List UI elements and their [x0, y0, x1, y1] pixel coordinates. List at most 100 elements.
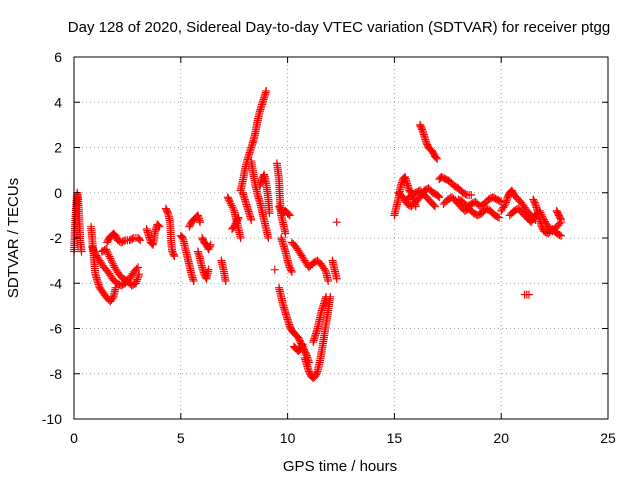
- data-point: [229, 205, 238, 214]
- data-point: [225, 197, 234, 206]
- data-point: [287, 267, 296, 276]
- data-point: [135, 235, 144, 244]
- axis-ticks: 0 5 10 15 20 25 -10 -8 -6 -4 -2 0 2 4 6: [42, 49, 616, 446]
- data-point: [108, 294, 117, 303]
- data-point: [89, 246, 98, 255]
- data-point: [132, 277, 141, 286]
- data-point: [77, 247, 86, 256]
- x-tick-label: 25: [600, 430, 616, 446]
- y-tick-label: -8: [50, 366, 63, 382]
- data-point: [90, 248, 99, 257]
- data-point: [155, 222, 164, 231]
- data-point: [103, 248, 112, 257]
- data-point: [228, 203, 237, 212]
- data-point: [262, 86, 271, 95]
- x-tick-label: 10: [280, 430, 296, 446]
- y-tick-label: 0: [54, 185, 62, 201]
- data-point: [435, 193, 444, 202]
- data-point: [500, 201, 509, 210]
- data-point: [134, 263, 143, 272]
- data-point: [189, 276, 198, 285]
- data-point: [108, 259, 117, 268]
- data-point: [225, 196, 234, 205]
- data-point: [233, 215, 242, 224]
- data-point: [135, 270, 144, 279]
- data-point: [461, 190, 470, 199]
- data-point: [297, 341, 306, 350]
- data-point: [332, 274, 341, 283]
- data-point: [312, 368, 321, 377]
- data-point: [108, 257, 117, 266]
- x-tick-label: 20: [493, 430, 509, 446]
- x-axis-label: GPS time / hours: [283, 458, 397, 475]
- data-point: [206, 240, 215, 249]
- data-point: [555, 230, 564, 239]
- data-point: [163, 207, 172, 216]
- data-point: [285, 211, 294, 220]
- data-point: [221, 276, 230, 285]
- data-point: [131, 279, 140, 288]
- data-point: [495, 213, 504, 222]
- data-point: [227, 201, 236, 210]
- data-point: [106, 254, 115, 263]
- data-points: [70, 86, 566, 383]
- y-tick-label: 4: [54, 94, 62, 110]
- data-point: [234, 213, 243, 222]
- data-point: [287, 266, 296, 275]
- data-point: [154, 221, 163, 230]
- y-tick-label: -10: [42, 411, 62, 427]
- data-point: [247, 215, 256, 224]
- data-point: [270, 265, 279, 274]
- data-point: [320, 266, 329, 275]
- chart-title: Day 128 of 2020, Sidereal Day-to-day VTE…: [68, 19, 610, 36]
- data-point: [133, 273, 142, 282]
- data-point: [205, 242, 214, 251]
- data-point: [493, 212, 502, 221]
- y-axis-label: SDTVAR / TECUs: [5, 178, 22, 298]
- data-point: [136, 236, 145, 245]
- data-point: [109, 261, 118, 270]
- data-point: [105, 252, 114, 261]
- data-point: [432, 153, 441, 162]
- data-point: [557, 231, 566, 240]
- y-tick-label: 6: [54, 49, 62, 65]
- data-point: [128, 234, 137, 243]
- data-point: [284, 210, 293, 219]
- data-point: [524, 290, 533, 299]
- y-tick-label: -4: [50, 275, 63, 291]
- data-point: [556, 214, 565, 223]
- data-point: [102, 245, 111, 254]
- data-point: [102, 247, 111, 256]
- data-point: [467, 191, 476, 200]
- data-point: [433, 154, 442, 163]
- data-point: [322, 292, 331, 301]
- data-point: [555, 219, 564, 228]
- data-point: [196, 218, 205, 227]
- data-point: [119, 237, 128, 246]
- data-point: [557, 215, 566, 224]
- data-point: [324, 276, 333, 285]
- data-point: [104, 250, 113, 259]
- data-point: [264, 234, 273, 242]
- data-point: [495, 197, 504, 206]
- data-point: [204, 265, 213, 274]
- y-tick-label: -6: [50, 321, 63, 337]
- data-point: [298, 340, 307, 349]
- data-point: [107, 256, 116, 265]
- data-point: [281, 229, 290, 238]
- data-point: [170, 252, 179, 261]
- x-tick-label: 0: [70, 430, 78, 446]
- data-point: [134, 272, 143, 281]
- data-point: [430, 202, 439, 211]
- data-point: [434, 192, 443, 201]
- data-point: [265, 209, 274, 218]
- grid-lines: [74, 57, 608, 419]
- data-point: [133, 275, 142, 284]
- x-tick-label: 5: [177, 430, 185, 446]
- data-point: [236, 234, 245, 242]
- y-tick-label: -2: [50, 230, 63, 246]
- y-tick-label: 2: [54, 140, 62, 156]
- data-point: [169, 250, 178, 259]
- data-point: [332, 218, 341, 227]
